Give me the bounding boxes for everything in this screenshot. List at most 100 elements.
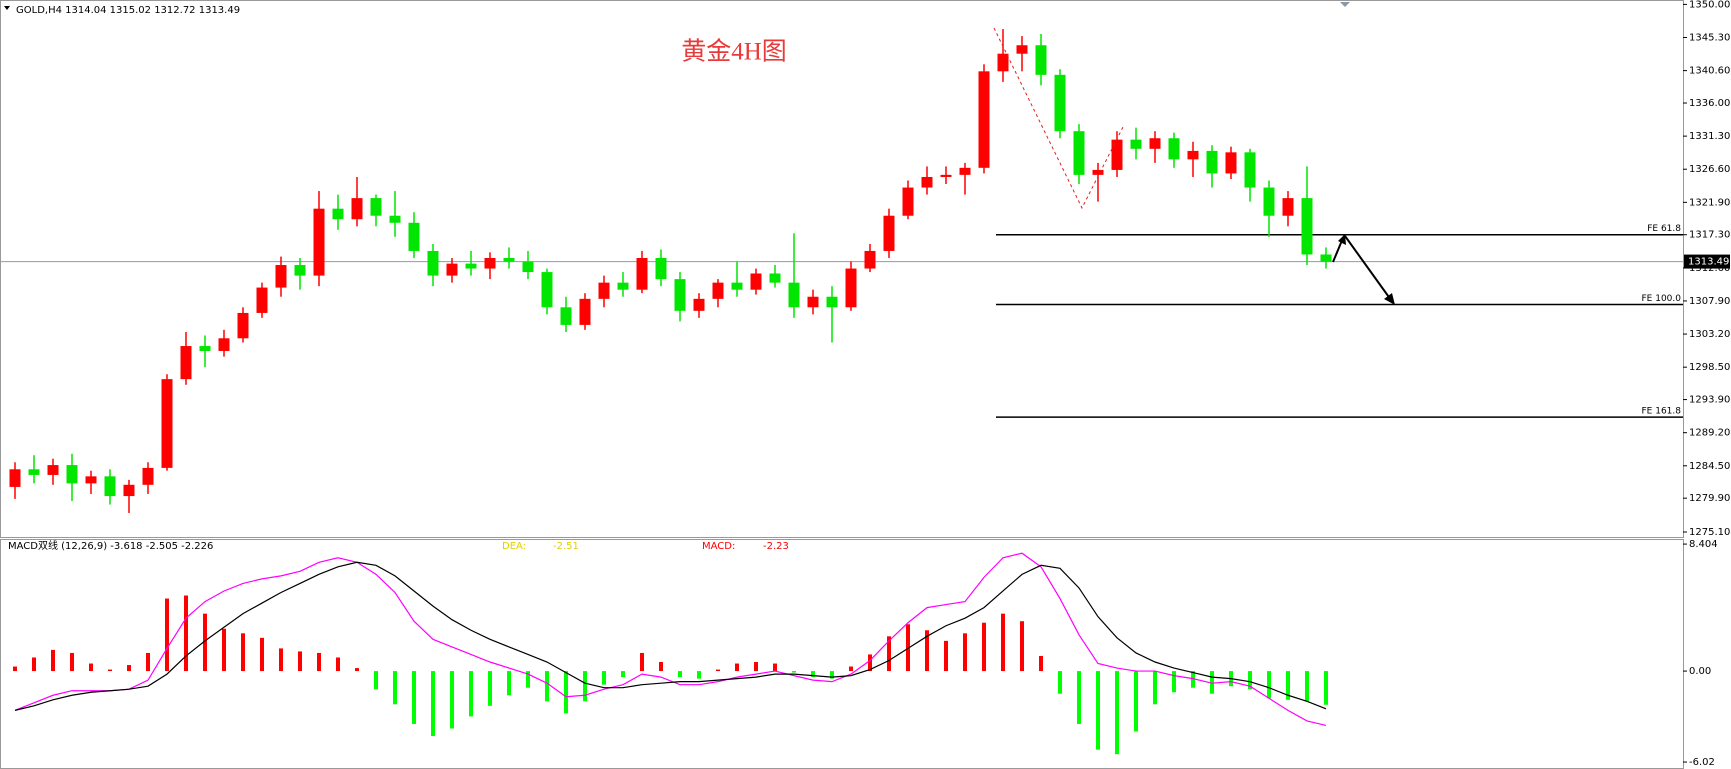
histogram-bar xyxy=(1134,671,1138,732)
histogram-bar xyxy=(545,671,549,702)
candle-body xyxy=(693,298,705,311)
histogram-bar xyxy=(1039,655,1043,672)
candle-body xyxy=(1206,150,1218,174)
candle-body xyxy=(85,476,97,484)
histogram-bar xyxy=(1324,671,1328,705)
candle-body xyxy=(712,282,724,299)
histogram-bar xyxy=(184,595,188,672)
candle-body xyxy=(1244,152,1256,188)
y-tick-label: 1303.20 xyxy=(1689,329,1730,340)
candle-body xyxy=(1092,169,1104,175)
menu-icon xyxy=(4,6,10,10)
arrow-head xyxy=(1338,234,1346,245)
candle-body xyxy=(1130,139,1142,149)
histogram-bar xyxy=(1286,671,1290,700)
histogram-bar xyxy=(507,671,511,696)
candle-body xyxy=(142,467,154,485)
histogram-bar xyxy=(773,663,777,672)
candle-body xyxy=(674,279,686,311)
histogram-bar xyxy=(906,624,910,672)
y-tick-label: 1298.50 xyxy=(1689,362,1730,373)
candle-body xyxy=(921,176,933,188)
y-tick-label: 1289.20 xyxy=(1689,428,1730,439)
histogram-bar xyxy=(1172,671,1176,693)
histogram-bar xyxy=(1077,671,1081,724)
histogram-bar xyxy=(1248,671,1252,690)
histogram-bar xyxy=(735,663,739,672)
candle-body xyxy=(1320,254,1332,262)
candle-body xyxy=(902,187,914,216)
histogram-bar xyxy=(450,671,454,729)
candle-body xyxy=(1149,138,1161,149)
y-tick-label: 1326.60 xyxy=(1689,164,1730,175)
histogram-bar xyxy=(1191,671,1195,688)
macd-header: MACD双线 (12,26,9) -3.618 -2.505 -2.226 xyxy=(8,539,213,552)
candle-body xyxy=(446,263,458,276)
candle-body xyxy=(47,465,59,475)
candle-body xyxy=(522,261,534,273)
histogram-bar xyxy=(1210,671,1214,694)
y-tick-label: 1345.30 xyxy=(1689,33,1730,44)
zigzag xyxy=(993,27,1125,210)
histogram-bar xyxy=(51,649,55,672)
histogram-bar xyxy=(1305,671,1309,702)
candle-body xyxy=(484,257,496,269)
price-label: 1313.49 xyxy=(1688,257,1729,268)
annotations xyxy=(993,27,1395,305)
shift-marker xyxy=(1340,2,1350,7)
histogram-bar xyxy=(526,671,530,688)
histogram-bar xyxy=(925,630,929,672)
histogram-bar xyxy=(868,654,872,672)
candle-body xyxy=(1016,45,1028,54)
histogram-bar xyxy=(1153,671,1157,705)
histogram-bar xyxy=(621,671,625,678)
candle-body xyxy=(427,250,439,276)
candle-body xyxy=(218,338,230,351)
candle-body xyxy=(28,469,40,475)
histogram-bar xyxy=(1267,671,1271,699)
histogram-bar xyxy=(697,671,701,679)
histogram-bar xyxy=(678,671,682,678)
candle-body xyxy=(1263,187,1275,216)
candle-body xyxy=(636,257,648,290)
histogram-bar xyxy=(659,662,663,672)
candle-body xyxy=(370,198,382,216)
candle-body xyxy=(959,167,971,175)
candle-body xyxy=(275,265,287,288)
candle-body xyxy=(1168,138,1180,160)
header: GOLD,H4 1314.04 1315.02 1312.72 1313.49 xyxy=(16,5,240,16)
candle-body xyxy=(408,222,420,251)
candle-body xyxy=(465,263,477,269)
histogram-bar xyxy=(469,671,473,717)
y-tick-label: 1321.90 xyxy=(1689,197,1730,208)
candle-body xyxy=(845,268,857,308)
fib-label: FE 161.8 xyxy=(1642,407,1682,417)
dea-label: DEA: xyxy=(502,541,526,552)
candle-body xyxy=(560,307,572,325)
candle-body xyxy=(332,208,344,220)
candle-body xyxy=(104,476,116,497)
candle-body xyxy=(940,174,952,177)
histogram-bar xyxy=(108,669,112,672)
candle-body xyxy=(1282,198,1294,216)
histogram-bar xyxy=(70,652,74,672)
candle-body xyxy=(579,298,591,325)
histogram-bar xyxy=(241,633,245,672)
candle-body xyxy=(256,287,268,313)
candle-body xyxy=(123,484,135,497)
candle-body xyxy=(731,282,743,290)
candle-body xyxy=(66,465,78,484)
histogram-bar xyxy=(1115,671,1119,755)
candle-body xyxy=(617,282,629,290)
histogram-bar xyxy=(355,668,359,672)
candle-body xyxy=(1111,139,1123,170)
histogram-bar xyxy=(89,663,93,672)
candle-body xyxy=(503,257,515,262)
main-panel xyxy=(0,0,1684,538)
dea-value: -2.51 xyxy=(553,541,579,552)
y-tick-label: 8.404 xyxy=(1689,539,1718,550)
macd-label: MACD: xyxy=(702,541,735,552)
histogram-bar xyxy=(488,671,492,706)
candle-body xyxy=(1301,198,1313,255)
